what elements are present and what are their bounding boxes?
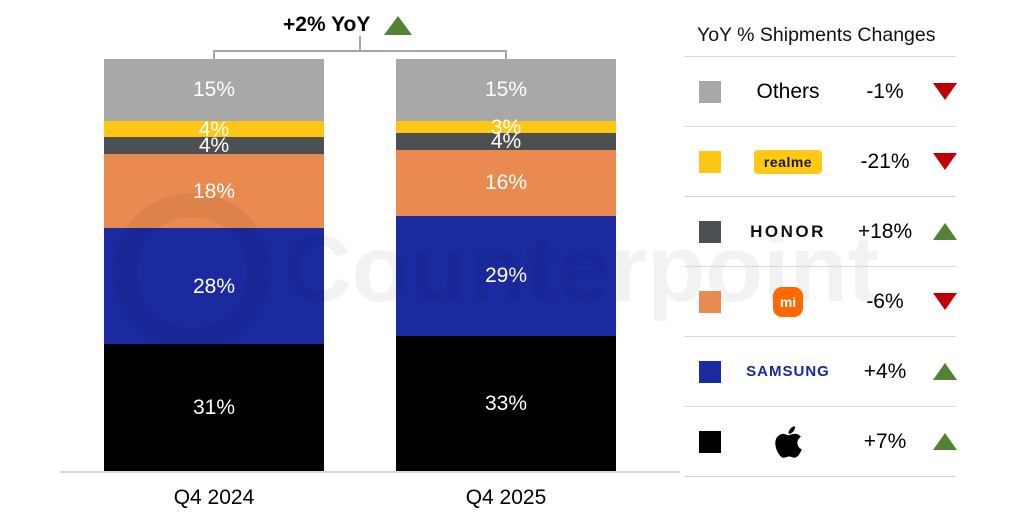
segment-value-label: 15% <box>484 78 528 102</box>
segment-value-label: 4% <box>198 134 230 158</box>
bar-segment-apple: 33% <box>396 335 616 472</box>
trend-cell <box>923 433 967 450</box>
bar-segment-apple: 31% <box>104 343 324 472</box>
xiaomi-mi-logo-icon: mi <box>773 286 803 317</box>
x-axis-line <box>60 471 680 473</box>
brand-cell: Others <box>729 80 847 104</box>
legend-row-samsung: SAMSUNG +4% <box>684 336 957 406</box>
stacked-bar-q4-2024: 15% 4% 4% 18% 28% 31% <box>104 59 324 472</box>
segment-value-label: 3% <box>490 115 522 139</box>
segment-value-label: 4% <box>490 130 522 154</box>
trend-up-icon <box>933 433 957 450</box>
trend-cell <box>923 223 967 240</box>
trend-down-icon <box>933 83 957 100</box>
segment-value-label: 29% <box>484 264 528 288</box>
brand-cell <box>729 424 847 460</box>
yoy-change-value-apple: +7% <box>863 429 907 453</box>
bar-segment-realme: 3% <box>396 117 616 138</box>
trend-down-icon <box>933 293 957 310</box>
yoy-change-value-honor: +18% <box>857 219 913 243</box>
legend-rows: Others -1% realme -21% HONOR +18% mi -6% SAMSUNG… <box>684 56 957 477</box>
bar-segment-samsung: 29% <box>396 215 616 336</box>
bar-segment-honor: 4% <box>396 130 616 154</box>
bar-segment-xiaomi: 16% <box>396 149 616 216</box>
yoy-change-value-samsung: +4% <box>863 359 907 383</box>
bar-segment-xiaomi: 18% <box>104 153 324 229</box>
trend-up-icon <box>933 363 957 380</box>
stacked-bar-q4-2025: 15% 3% 4% 16% 29% 33% <box>396 59 616 472</box>
legend-row-honor: HONOR +18% <box>684 196 957 266</box>
legend-row-mi: mi -6% <box>684 266 957 336</box>
chart-title: +2% YoY <box>283 13 413 37</box>
trend-up-icon <box>933 223 957 240</box>
apple-color-swatch <box>699 430 721 453</box>
realme-logo-icon: realme <box>753 149 823 174</box>
legend-row-others: Others -1% <box>684 56 957 126</box>
bracket-center-tick <box>359 36 361 51</box>
bracket-left-tick <box>213 50 215 60</box>
legend-panel: YoY % Shipments Changes Others -1% realme -… <box>684 14 957 477</box>
bar-segment-others: 15% <box>396 59 616 121</box>
samsung-wordmark: SAMSUNG <box>746 363 830 380</box>
yoy-total-label: +2% YoY <box>283 13 371 36</box>
segment-value-label: 33% <box>484 392 528 416</box>
apple-logo-icon <box>774 424 802 460</box>
brand-cell: HONOR <box>729 222 847 242</box>
trend-cell <box>923 293 967 310</box>
x-axis-label-q4-2025: Q4 2025 <box>465 486 547 509</box>
brand-cell: SAMSUNG <box>729 363 847 380</box>
honor-color-swatch <box>699 220 721 243</box>
legend-row-realme: realme -21% <box>684 126 957 196</box>
bracket-right-tick <box>505 50 507 61</box>
realme-color-swatch <box>699 150 721 173</box>
segment-value-label: 31% <box>192 396 236 420</box>
segment-value-label: 15% <box>192 78 236 102</box>
yoy-change-value-realme: -21% <box>860 149 910 173</box>
x-axis-label-q4-2024: Q4 2024 <box>173 486 255 509</box>
legend-header: YoY % Shipments Changes <box>697 23 936 46</box>
bar-segment-honor: 4% <box>104 134 324 158</box>
trend-down-icon <box>933 153 957 170</box>
trend-cell <box>923 83 967 100</box>
mi-color-swatch <box>699 290 721 313</box>
bar-segment-realme: 4% <box>104 117 324 141</box>
trend-cell <box>923 363 967 380</box>
trend-cell <box>923 153 967 170</box>
legend-row-apple: +7% <box>684 406 957 477</box>
bar-segment-samsung: 28% <box>104 228 324 344</box>
honor-wordmark: HONOR <box>750 221 826 241</box>
others-color-swatch <box>699 80 721 103</box>
segment-value-label: 4% <box>198 117 230 141</box>
brand-cell: mi <box>729 286 847 317</box>
samsung-color-swatch <box>699 360 721 383</box>
yoy-change-value-mi: -6% <box>866 289 904 313</box>
segment-value-label: 28% <box>192 274 236 298</box>
segment-value-label: 18% <box>192 179 236 203</box>
bar-segment-others: 15% <box>104 59 324 121</box>
trend-up-icon <box>384 15 413 35</box>
brand-label-others: Others <box>756 79 820 103</box>
segment-value-label: 16% <box>484 171 528 195</box>
brand-cell: realme <box>729 149 847 174</box>
yoy-change-value-others: -1% <box>866 79 904 103</box>
bracket-line <box>213 50 507 52</box>
